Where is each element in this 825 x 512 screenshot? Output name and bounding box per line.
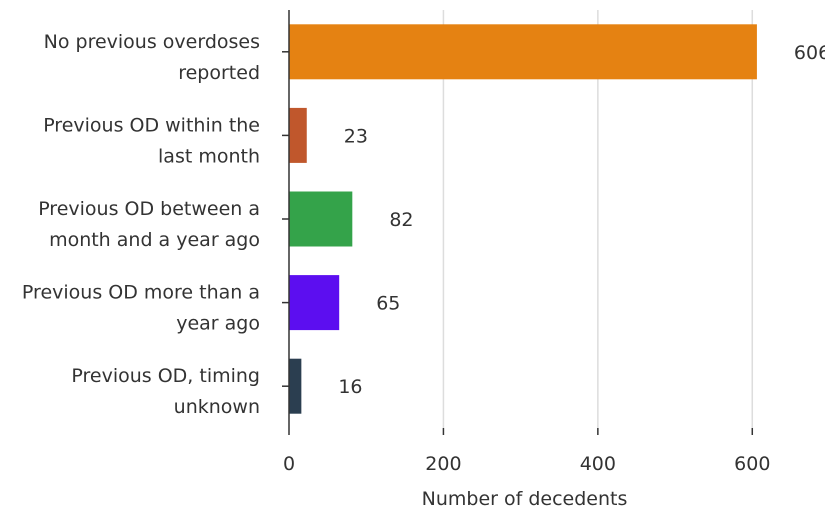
x-tick-label: 400: [580, 453, 616, 475]
value-label: 16: [338, 376, 362, 398]
x-axis-title: Number of decedents: [422, 488, 628, 510]
x-tick-label: 600: [734, 453, 770, 475]
value-label: 606: [794, 42, 825, 64]
category-label: Previous OD between a month and a year ag…: [38, 198, 260, 251]
category-label-line: Previous OD within the: [43, 114, 260, 136]
category-label-line: last month: [158, 145, 260, 167]
bar: [289, 107, 307, 163]
value-label: 23: [344, 125, 368, 147]
category-label-line: Previous OD between a: [38, 198, 260, 220]
category-label-line: reported: [178, 62, 260, 84]
category-label-line: month and a year ago: [49, 229, 260, 251]
bar: [289, 191, 353, 247]
bar: [289, 358, 302, 414]
category-label: Previous OD, timing unknown: [71, 365, 260, 418]
category-label-line: year ago: [176, 313, 260, 335]
category-label: No previous overdoses reported: [44, 31, 260, 84]
x-tick-labels: 0 200 400 600: [283, 428, 770, 475]
category-label-line: unknown: [174, 396, 260, 418]
category-label-line: Previous OD, timing: [71, 365, 260, 387]
x-tick-label: 0: [283, 453, 295, 475]
category-label-line: No previous overdoses: [44, 31, 260, 53]
bars: [289, 24, 757, 414]
value-labels: 606 23 82 65 16: [338, 42, 825, 398]
category-label: Previous OD within the last month: [43, 114, 260, 167]
bar: [289, 24, 757, 80]
x-tick-label: 200: [425, 453, 461, 475]
grid: [442, 10, 754, 428]
category-label-line: Previous OD more than a: [22, 282, 260, 304]
value-label: 65: [376, 293, 400, 315]
category-labels: No previous overdoses reported Previous OD…: [22, 31, 289, 418]
bar: [289, 275, 340, 331]
value-label: 82: [389, 209, 413, 231]
category-label: Previous OD more than a year ago: [22, 282, 260, 335]
